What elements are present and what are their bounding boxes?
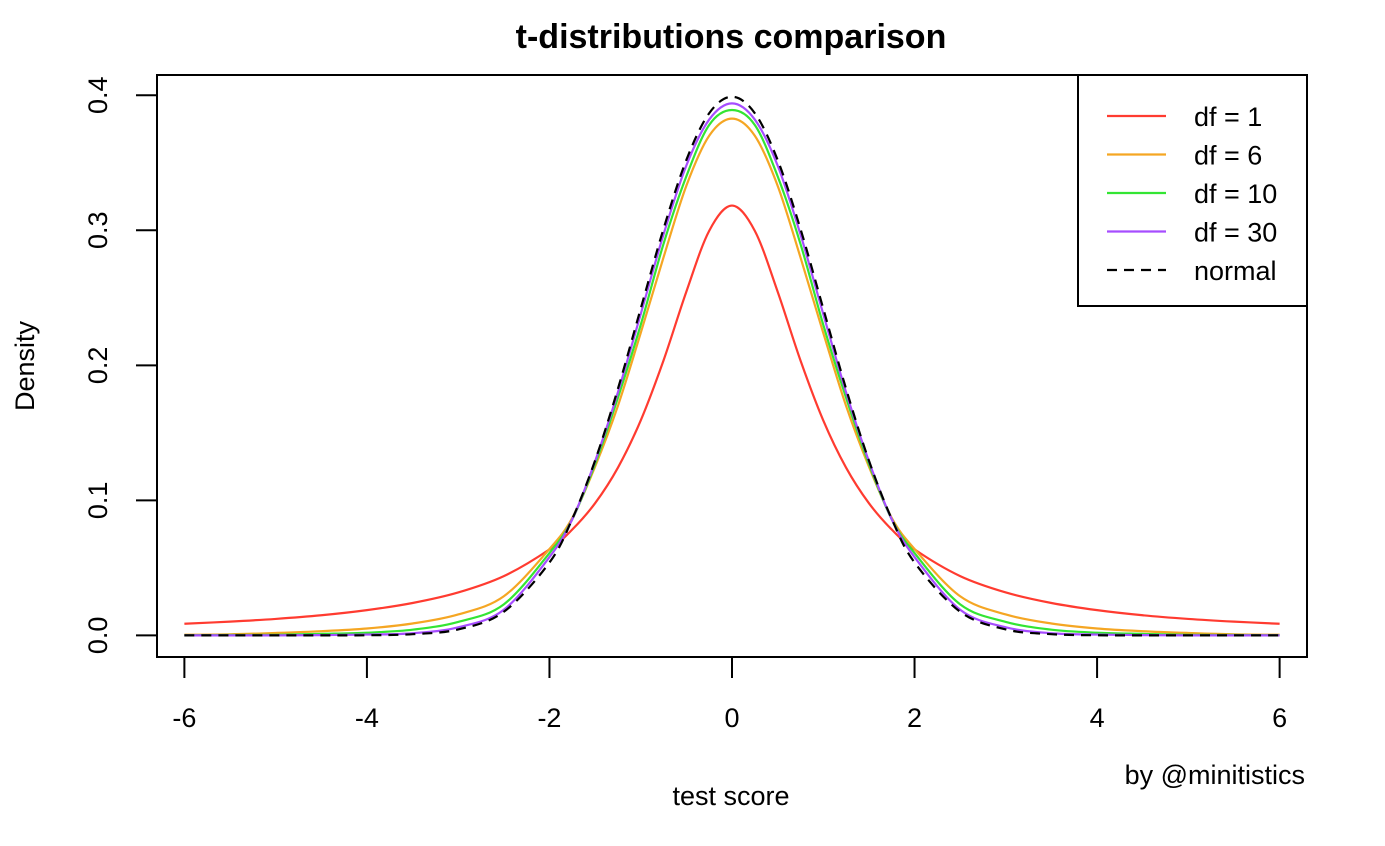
y-axis-label: Density: [10, 320, 40, 411]
legend-label-normal: normal: [1194, 256, 1277, 286]
x-tick-label: 4: [1090, 703, 1105, 733]
x-axis: -6 -4 -2 0 2 4 6: [172, 656, 1287, 733]
series-line-df-6: [184, 117, 1280, 636]
series-layer: [184, 95, 1280, 637]
x-tick-label: -2: [537, 703, 561, 733]
legend-label-df-6: df = 6: [1194, 141, 1262, 171]
chart-title: t-distributions comparison: [516, 18, 947, 56]
y-tick-label: 0.0: [83, 617, 113, 655]
series-line-df-10: [184, 108, 1280, 637]
x-tick-label: 0: [724, 703, 739, 733]
y-axis: 0.0 0.1 0.2 0.3 0.4: [83, 76, 158, 655]
legend-label-df-30: df = 30: [1194, 218, 1277, 248]
legend-entries: df = 1 df = 6 df = 10 df = 30 normal: [1107, 102, 1277, 286]
x-tick-label: -4: [355, 703, 379, 733]
x-tick-label: 6: [1272, 703, 1287, 733]
y-tick-label: 0.4: [83, 76, 113, 114]
legend-label-df-10: df = 10: [1194, 179, 1277, 209]
x-tick-label: -6: [172, 703, 196, 733]
series-line-df-30: [184, 102, 1280, 637]
y-tick-label: 0.2: [83, 347, 113, 385]
legend-box: [1077, 74, 1308, 307]
y-tick-label: 0.1: [83, 482, 113, 520]
credit-text: by @minitistics: [1125, 760, 1305, 790]
series-line-df-1: [184, 204, 1280, 625]
x-axis-label: test score: [672, 781, 789, 811]
legend: df = 1 df = 6 df = 10 df = 30 normal: [1077, 74, 1308, 307]
legend-label-df-1: df = 1: [1194, 102, 1262, 132]
y-tick-label: 0.3: [83, 212, 113, 250]
x-tick-label: 2: [907, 703, 922, 733]
